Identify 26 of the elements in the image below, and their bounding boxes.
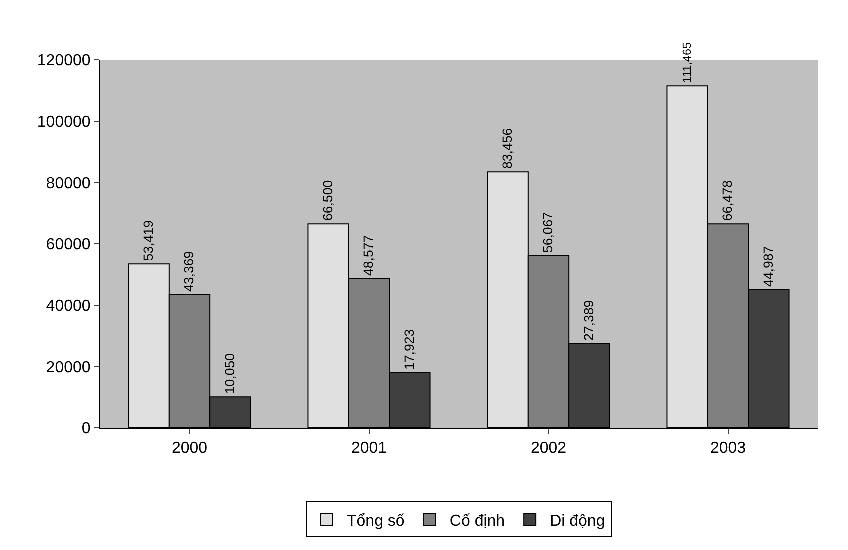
x-tick-label: 2000 (172, 440, 208, 458)
legend-label: Tổng số (347, 512, 405, 530)
y-tick-label: 0 (82, 420, 91, 438)
x-tick-label: 2002 (530, 440, 567, 458)
data-label: 10,050 (222, 354, 238, 394)
data-label: 48,577 (361, 235, 376, 276)
y-tick-label: 80000 (46, 175, 91, 192)
data-label: 17,923 (402, 329, 417, 370)
legend-label: Di động (550, 512, 606, 530)
y-tick-label: 60000 (46, 236, 91, 254)
x-tick-label: 2003 (710, 440, 746, 458)
data-label: 27,389 (581, 300, 596, 341)
data-label: 83,456 (500, 128, 516, 170)
y-tick-label: 100000 (37, 114, 91, 131)
data-label: 53,419 (141, 220, 156, 262)
y-tick-label: 40000 (46, 298, 91, 315)
y-tick-label: 20000 (46, 359, 91, 376)
data-label: 43,369 (182, 251, 197, 292)
data-label: 111,465 (681, 42, 694, 84)
data-label: 66,500 (320, 180, 336, 222)
legend-label: Cố định (450, 512, 506, 530)
data-label: 44,987 (760, 246, 776, 288)
data-label: 56,067 (540, 212, 556, 254)
x-tick-label: 2001 (351, 440, 388, 458)
y-tick-label: 120000 (37, 52, 91, 70)
data-label: 66,478 (720, 180, 736, 222)
